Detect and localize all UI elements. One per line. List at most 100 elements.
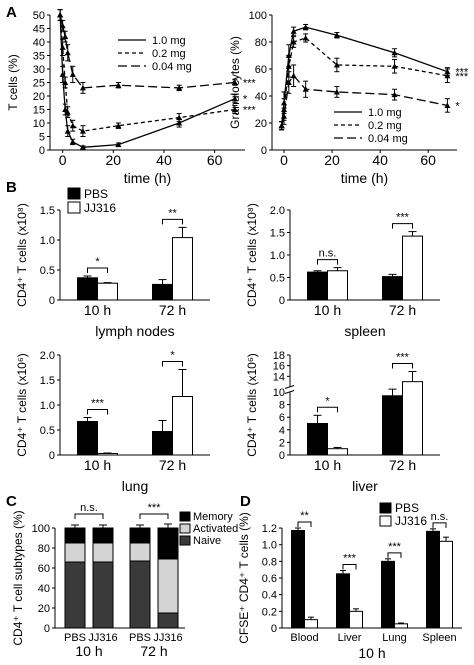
data-point: [69, 71, 76, 77]
bar: [291, 530, 305, 629]
bar-segment: [64, 561, 86, 629]
bar: [97, 282, 118, 301]
legend-label: 1.0 mg: [152, 35, 186, 47]
legend-label: Memory: [193, 511, 233, 523]
bar-segment: [92, 542, 114, 563]
y-tick-label: 0: [49, 295, 55, 307]
category-label: Lung: [382, 632, 406, 644]
y-axis-title: CFSE⁺ CD4⁺ T cells (%): [237, 512, 251, 644]
significance-bracket: [387, 552, 402, 558]
significance-label: **: [168, 207, 177, 219]
y-tick-label: 0: [279, 450, 285, 462]
y-axis-title: Granulocytes (%): [228, 36, 242, 129]
bar: [382, 395, 403, 456]
y-tick-label: 100: [32, 523, 50, 535]
bar-segment: [129, 542, 151, 562]
y-tick-label: 1.0: [270, 250, 285, 262]
x-axis-title: 10 h: [358, 645, 385, 661]
legend-label: JJ316: [84, 201, 116, 215]
bar-segment: [92, 561, 114, 629]
bar: [152, 431, 173, 456]
legend-label: Naive: [193, 535, 221, 547]
y-tick-label: 40: [33, 37, 45, 49]
significance-label: ***: [396, 212, 410, 224]
legend-label: PBS: [395, 501, 419, 515]
series-line: [280, 26, 448, 126]
data-point: [176, 120, 183, 126]
panel-label-d: D: [240, 493, 251, 510]
y-axis-title: CD4⁺ T cells (x10⁸): [245, 203, 259, 307]
category-label: Liver: [338, 632, 362, 644]
x-tick-label: 20: [324, 152, 340, 168]
y-tick-label: 0.2: [262, 606, 277, 618]
significance-label: **: [300, 510, 309, 522]
bar: [439, 540, 453, 629]
legend-swatch: [379, 502, 392, 514]
y-tick-label: 2.0: [40, 350, 55, 362]
axis-break-gap: [286, 386, 294, 393]
bar: [77, 277, 98, 301]
data-point: [62, 106, 69, 112]
data-point: [231, 79, 238, 85]
y-tick-label: 1.0: [40, 400, 55, 412]
y-axis-title: CD4⁺ T cells (x10⁸): [15, 203, 29, 307]
significance-bracket: [87, 267, 108, 273]
category-label: 10 h: [314, 302, 341, 318]
significance-bracket: [74, 513, 104, 519]
panel-label-c: C: [6, 493, 17, 510]
legend-label: 0.2 mg: [152, 48, 186, 60]
series-line: [59, 14, 236, 148]
data-point: [290, 72, 297, 79]
category-label: 72 h: [389, 457, 416, 473]
x-axis-title: liver: [352, 478, 378, 494]
significance-label: n.s.: [80, 502, 98, 514]
bar: [426, 530, 440, 629]
y-tick-label: 8: [279, 400, 285, 412]
x-tick-label: 40: [156, 152, 172, 168]
legend-label: PBS: [84, 187, 108, 201]
legend-swatch: [179, 511, 191, 522]
data-point: [278, 122, 285, 129]
bar-segment: [92, 527, 114, 544]
significance-bracket: [392, 363, 413, 369]
y-tick-label: 50: [33, 10, 45, 22]
data-point: [285, 79, 292, 85]
data-point: [281, 113, 288, 119]
y-axis-title: T cells (%): [6, 54, 20, 110]
group-label: 72 h: [140, 643, 167, 659]
y-tick-label: 80: [255, 37, 267, 49]
x-axis-title: spleen: [344, 323, 385, 339]
y-tick-label: 0: [39, 145, 45, 157]
significance-label: n.s.: [319, 248, 337, 260]
significance-bracket: [139, 513, 169, 519]
bar: [402, 381, 423, 456]
y-tick-label: 1.5: [40, 375, 55, 387]
y-tick-label: 1.0: [40, 235, 55, 247]
y-tick-label: 20: [38, 603, 50, 615]
significance-bracket: [342, 564, 357, 570]
data-point: [290, 39, 297, 45]
bar: [327, 448, 348, 456]
data-point: [333, 88, 340, 95]
data-point: [391, 63, 398, 69]
significance-label: *: [455, 100, 460, 112]
y-tick-label: 16: [273, 361, 285, 373]
data-point: [391, 91, 398, 98]
data-point: [444, 72, 451, 79]
category-label: 72 h: [389, 302, 416, 318]
category-label: PBS: [64, 632, 86, 644]
x-tick-label: 0: [59, 152, 67, 168]
y-tick-label: 0: [49, 450, 55, 462]
y-tick-label: 1.0: [262, 540, 277, 552]
series-line: [59, 14, 235, 132]
significance-label: n.s.: [431, 511, 449, 523]
data-point: [290, 28, 297, 34]
significance-label: ***: [243, 105, 257, 117]
significance-label: ***: [388, 541, 402, 553]
x-axis-title: time (h): [124, 170, 171, 186]
y-tick-label: 6: [279, 412, 285, 424]
data-point: [302, 34, 309, 41]
axis-break-mark: [284, 384, 295, 389]
significance-bracket: [392, 223, 413, 229]
x-tick-label: 60: [207, 152, 223, 168]
